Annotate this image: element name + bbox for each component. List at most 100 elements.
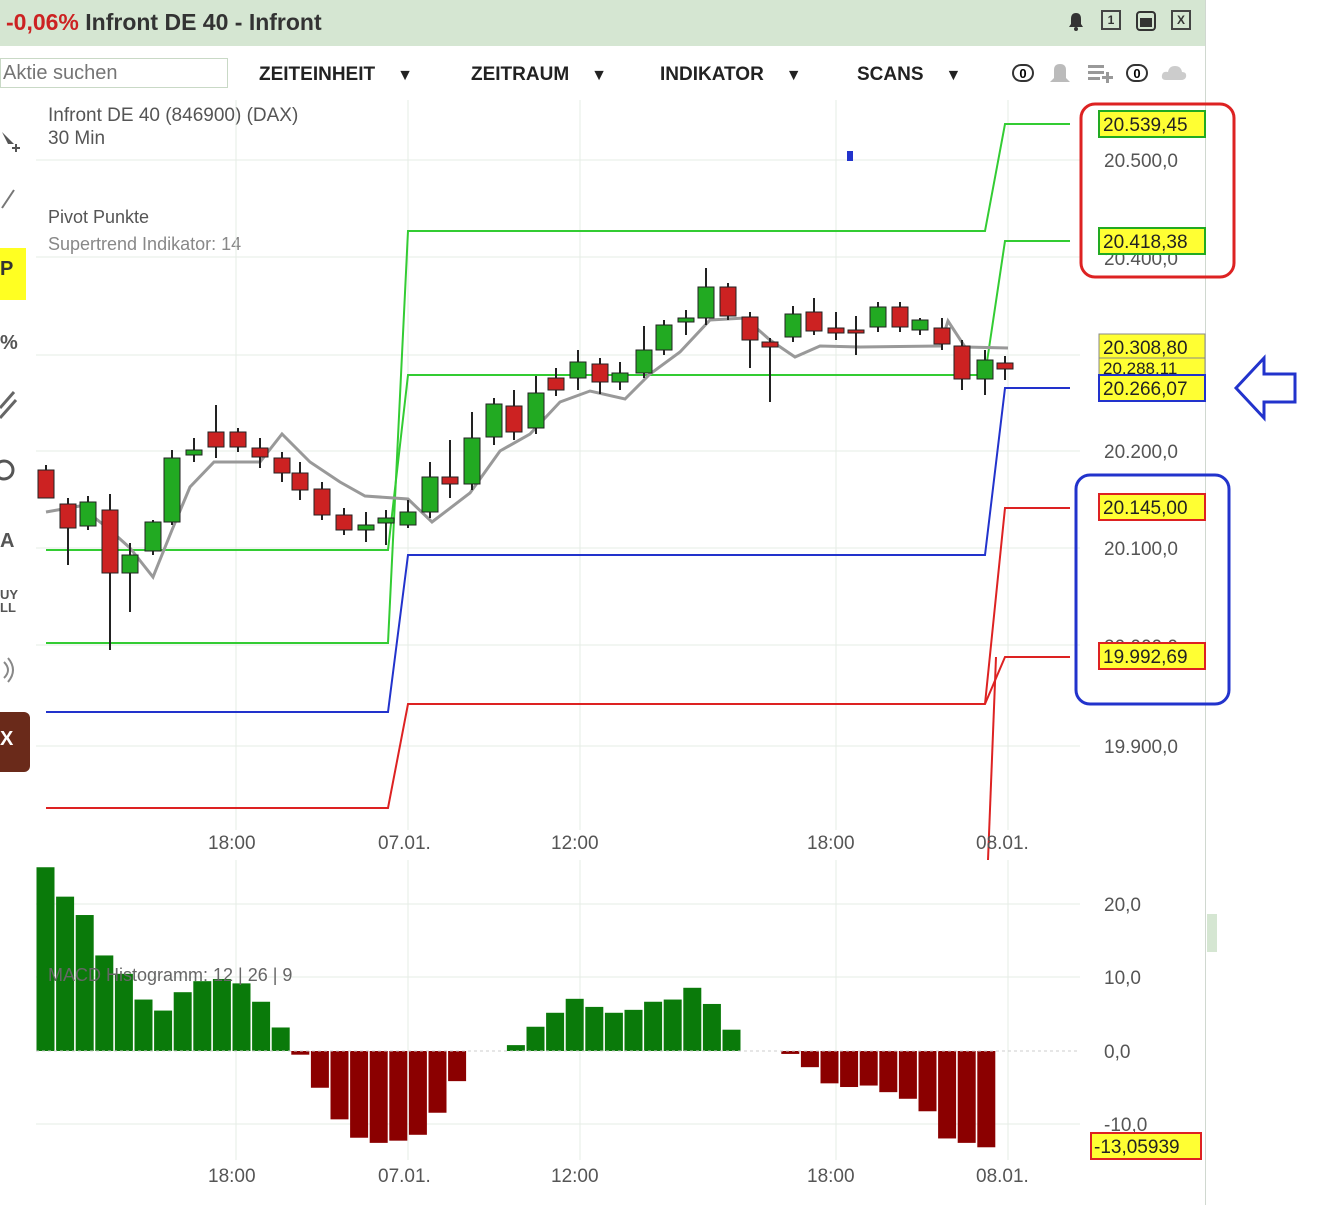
title-bar: -0,06% Infront DE 40 - Infront 1 X [0,0,1205,46]
candle [485,398,503,445]
toolbar: ZEITEINHEIT ▼ ZEITRAUM ▼ INDIKATOR ▼ SCANS ▼… [0,50,1205,98]
price-tags: 20.539,45 20.418,38 20.308,80 20.288,11 … [1098,110,1206,670]
macd-bar [408,1051,427,1135]
indicator-legend: Pivot Punkte Supertrend Indikator: 14 [48,204,241,258]
time-label: 07.01. [378,1166,431,1187]
macd-bar [350,1051,369,1138]
window-title: -0,06% Infront DE 40 - Infront [6,9,322,36]
candle [611,362,629,390]
time-label: 18:00 [208,1166,256,1187]
dropdown-arrow-icon: ▼ [945,67,962,84]
macd-bar [938,1051,957,1139]
percent-tool-button[interactable]: % [0,332,18,354]
candle [291,462,309,500]
dropdown-arrow-icon: ▼ [591,67,607,84]
candle [251,438,269,468]
ellipse-tool-icon[interactable] [0,458,16,482]
time-label: 12:00 [551,833,599,854]
menu-zeiteinheit[interactable]: ZEITEINHEIT ▼ [259,64,413,86]
macd-bar [546,1012,565,1051]
macd-label[interactable]: MACD Histogramm: 12 | 26 | 9 [48,965,293,985]
delete-drawings-button[interactable]: X [0,712,30,772]
add-to-list-icon[interactable] [1086,60,1114,86]
cloud-icon[interactable] [1160,60,1188,86]
menu-zeitraum[interactable]: ZEITRAUM ▼ [471,64,607,86]
price-tag-s1 [1098,493,1206,521]
candle [996,356,1014,380]
support-3-line [987,656,997,861]
macd-bar [389,1051,408,1141]
annotation-red-box [1079,102,1236,279]
candle [847,316,865,355]
close-button[interactable]: X [1171,10,1191,30]
macd-axis-label: 0,0 [1104,1042,1130,1063]
macd-bar [95,955,114,1051]
macd-bar [859,1051,878,1086]
resistance-2-line [46,123,1070,644]
time-label: 18:00 [807,1166,855,1187]
macd-histogram [36,867,996,1148]
macd-bar [75,915,94,1051]
macd-bar [506,1045,525,1051]
buy-sell-tool-button[interactable]: UY LL [0,588,18,614]
notification-icon[interactable] [1046,60,1074,86]
alarm-bell-icon[interactable] [1065,10,1087,32]
chart-interval: 30 Min [48,128,106,149]
move-cursor-icon[interactable] [0,130,20,156]
macd-time-axis: 18:00 07.01. 12:00 18:00 08.01. [208,1166,1029,1187]
stock-search-input[interactable] [0,58,228,88]
time-label: 07.01. [378,833,431,854]
maximize-icon[interactable] [1135,10,1157,32]
dropdown-arrow-icon: ▼ [397,67,413,84]
macd-bar [840,1051,859,1088]
sound-tool-icon[interactable] [0,656,18,684]
time-label: 18:00 [807,833,855,854]
macd-bar [291,1051,310,1055]
macd-bar [526,1026,545,1051]
price-tag-pivot-text: 20.266,07 [1103,379,1188,400]
menu-indikator[interactable]: INDIKATOR ▼ [660,64,802,86]
candle [313,482,331,520]
candle [357,512,375,542]
indicator-supertrend-label[interactable]: Supertrend Indikator: 14 [48,234,242,254]
menu-zeitraum-label: ZEITRAUM [471,64,570,85]
candle [335,508,353,535]
restore-button[interactable]: 1 [1101,10,1121,30]
channel-tool-icon[interactable] [0,390,18,420]
price-axis-label: 19.900,0 [1104,737,1178,758]
macd-bar [781,1051,800,1054]
scroll-handle[interactable] [1207,914,1217,952]
candle [121,543,139,612]
candle [697,268,715,325]
watchlist-count[interactable]: 0 [1126,64,1148,82]
macd-bar [369,1051,388,1143]
pivot-lines [46,123,1070,861]
candle [527,376,545,434]
price-tag-r2-text: 20.539,45 [1103,115,1188,136]
price-tag-last [1098,333,1206,361]
line-tool-icon[interactable] [0,188,16,210]
price-tag-s2 [1098,642,1206,670]
candle [441,440,459,498]
macd-bar [134,999,153,1051]
time-label: 08.01. [976,833,1029,854]
price-tag-r2 [1098,110,1206,138]
macd-bar [154,1010,173,1051]
macd-bar [173,992,192,1051]
macd-bar [624,1009,643,1051]
pivot-tool-button[interactable]: P [0,248,26,300]
candle [591,358,609,394]
candle [933,318,951,350]
macd-bar [232,983,251,1051]
indicator-pivot-label[interactable]: Pivot Punkte [48,207,150,227]
menu-zeiteinheit-label: ZEITEINHEIT [259,64,376,85]
candle [273,452,291,482]
text-tool-button[interactable]: A [0,530,15,552]
support-2-line [984,507,1070,705]
notification-count[interactable]: 0 [1012,64,1034,82]
menu-scans[interactable]: SCANS ▼ [857,64,961,86]
pivot-line [46,387,1070,713]
candle [741,312,759,368]
supertrend-line [45,316,1009,580]
